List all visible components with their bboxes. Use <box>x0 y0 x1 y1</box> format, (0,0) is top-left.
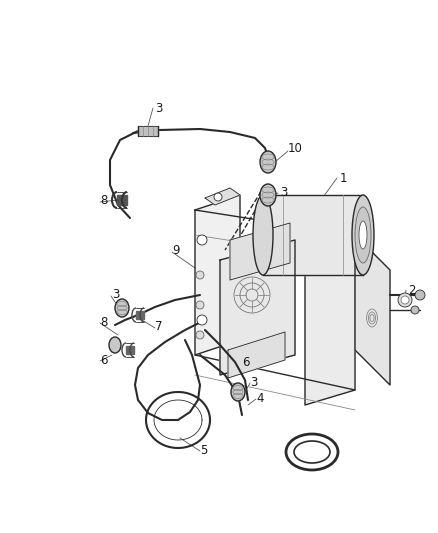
Text: 4: 4 <box>256 392 264 405</box>
Circle shape <box>196 301 204 309</box>
Text: 8: 8 <box>100 193 107 206</box>
Polygon shape <box>117 195 127 205</box>
Circle shape <box>196 271 204 279</box>
Text: 6: 6 <box>242 356 250 368</box>
Circle shape <box>197 315 207 325</box>
Ellipse shape <box>253 195 273 275</box>
Circle shape <box>398 293 412 307</box>
Text: 5: 5 <box>200 443 207 456</box>
Circle shape <box>196 331 204 339</box>
Circle shape <box>411 306 419 314</box>
Polygon shape <box>305 235 355 405</box>
Polygon shape <box>355 235 390 385</box>
Text: 10: 10 <box>288 141 303 155</box>
Ellipse shape <box>359 221 367 249</box>
Text: 3: 3 <box>112 288 120 302</box>
Circle shape <box>214 193 222 201</box>
Ellipse shape <box>260 184 276 206</box>
Ellipse shape <box>352 195 374 275</box>
Text: 3: 3 <box>250 376 258 389</box>
Polygon shape <box>138 126 158 136</box>
Ellipse shape <box>115 299 129 317</box>
Polygon shape <box>205 188 240 205</box>
Text: 1: 1 <box>340 172 347 184</box>
Ellipse shape <box>109 337 121 353</box>
Polygon shape <box>136 311 144 319</box>
Ellipse shape <box>260 151 276 173</box>
Ellipse shape <box>355 207 371 263</box>
Circle shape <box>197 235 207 245</box>
Text: 8: 8 <box>100 316 107 328</box>
Polygon shape <box>220 240 295 375</box>
Polygon shape <box>230 223 290 280</box>
Polygon shape <box>263 195 363 275</box>
Text: 9: 9 <box>172 244 180 256</box>
Text: 6: 6 <box>100 353 107 367</box>
Text: 2: 2 <box>408 284 416 296</box>
Text: 3: 3 <box>155 101 162 115</box>
Circle shape <box>401 296 409 304</box>
Polygon shape <box>195 195 240 355</box>
Polygon shape <box>228 332 285 378</box>
Circle shape <box>415 290 425 300</box>
Ellipse shape <box>231 383 245 401</box>
Polygon shape <box>126 346 134 354</box>
Text: 7: 7 <box>155 320 162 334</box>
Text: 3: 3 <box>280 187 287 199</box>
